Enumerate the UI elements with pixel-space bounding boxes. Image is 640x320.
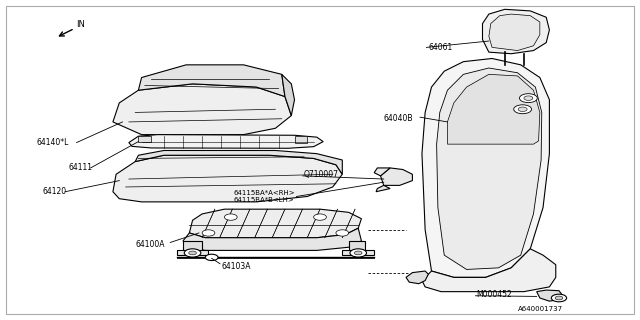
Polygon shape [138, 65, 285, 97]
Polygon shape [135, 150, 342, 174]
Text: 64040B: 64040B [384, 114, 413, 123]
Polygon shape [113, 155, 342, 202]
Text: 64140*L: 64140*L [36, 138, 69, 147]
Polygon shape [537, 290, 562, 301]
Circle shape [189, 251, 196, 255]
Circle shape [205, 254, 218, 260]
Circle shape [202, 230, 215, 236]
Polygon shape [447, 74, 540, 144]
Polygon shape [138, 136, 151, 142]
Text: 64111: 64111 [68, 164, 92, 172]
Polygon shape [129, 135, 323, 148]
Polygon shape [189, 209, 362, 238]
Circle shape [524, 96, 533, 100]
Circle shape [520, 94, 538, 103]
Circle shape [336, 230, 349, 236]
Polygon shape [342, 251, 374, 255]
Polygon shape [381, 168, 412, 185]
Circle shape [514, 105, 532, 114]
Polygon shape [113, 84, 291, 135]
Text: 64061: 64061 [428, 43, 452, 52]
Polygon shape [376, 185, 390, 192]
Circle shape [355, 251, 362, 255]
Polygon shape [349, 241, 365, 252]
Polygon shape [294, 136, 307, 142]
Circle shape [555, 296, 563, 300]
Text: A640001737: A640001737 [518, 306, 563, 312]
Text: Q710007: Q710007 [304, 170, 339, 179]
Circle shape [551, 294, 566, 302]
Polygon shape [422, 59, 549, 277]
Polygon shape [183, 241, 202, 252]
Text: 64103A: 64103A [221, 262, 251, 271]
Text: 64115BA*B<LH>: 64115BA*B<LH> [234, 197, 295, 203]
Polygon shape [406, 271, 428, 284]
Polygon shape [489, 14, 540, 51]
Text: 64120: 64120 [43, 187, 67, 196]
Circle shape [225, 214, 237, 220]
Polygon shape [282, 74, 294, 116]
Text: 64115BA*A<RH>: 64115BA*A<RH> [234, 190, 296, 196]
Polygon shape [422, 249, 556, 292]
Polygon shape [374, 168, 390, 176]
Polygon shape [436, 68, 541, 269]
Text: M000452: M000452 [476, 290, 512, 299]
Polygon shape [177, 251, 209, 255]
Circle shape [350, 249, 367, 257]
Polygon shape [183, 228, 362, 251]
Text: 64100A: 64100A [135, 240, 164, 249]
Polygon shape [483, 9, 549, 54]
Text: IN: IN [77, 20, 86, 29]
Circle shape [314, 214, 326, 220]
Circle shape [184, 249, 201, 257]
Circle shape [518, 107, 527, 111]
